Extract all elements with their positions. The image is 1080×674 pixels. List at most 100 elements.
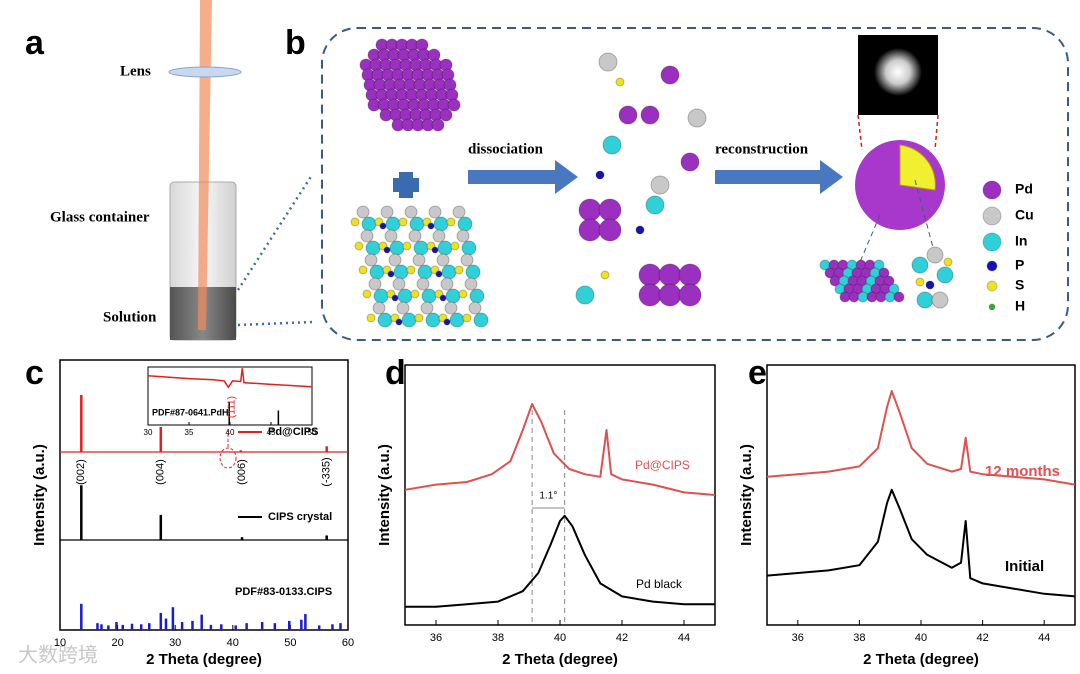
atom: [440, 277, 454, 291]
inset-tick-label: 40: [226, 428, 235, 437]
atom: [413, 240, 429, 256]
atom: [365, 240, 381, 256]
atom: [402, 241, 412, 251]
atom: [598, 218, 622, 242]
x-tick-label: 42: [616, 632, 628, 644]
spectrum: [404, 403, 716, 496]
atom: [395, 318, 403, 326]
x-tick-label: 36: [430, 632, 442, 644]
panel-label: d: [385, 354, 406, 392]
atom: [687, 108, 707, 128]
atom: [408, 229, 422, 243]
panel-label: a: [25, 24, 45, 62]
zoom-line: [857, 114, 863, 151]
atom: [404, 205, 418, 219]
atom: [460, 253, 474, 267]
x-tick-label: 10: [54, 637, 66, 649]
step-label: reconstruction: [715, 141, 809, 157]
atom: [373, 288, 389, 304]
atom: [428, 205, 442, 219]
atom: [380, 205, 394, 219]
legend-swatch: [982, 206, 1002, 226]
atom: [444, 301, 458, 315]
step-label: dissociation: [468, 141, 544, 157]
atom: [421, 288, 437, 304]
atom: [377, 312, 393, 328]
atom: [362, 289, 372, 299]
atom: [456, 229, 470, 243]
atom: [392, 277, 406, 291]
pointer: [237, 320, 313, 327]
atom: [389, 240, 405, 256]
x-tick-label: 40: [554, 632, 566, 644]
atom: [420, 301, 434, 315]
label: Glass container: [50, 209, 150, 225]
atom: [911, 256, 929, 274]
atom: [425, 312, 441, 328]
x-tick-label: 44: [1038, 632, 1050, 644]
atom: [450, 241, 460, 251]
atom: [454, 265, 464, 275]
atom: [618, 105, 638, 125]
legend-label: H: [1015, 298, 1025, 314]
legend-label: In: [1015, 233, 1027, 249]
atom: [397, 288, 413, 304]
atom: [439, 294, 447, 302]
atom: [387, 270, 395, 278]
inset-tick-label: 45: [267, 428, 276, 437]
plot-frame: [766, 364, 1076, 626]
atom: [936, 266, 954, 284]
series-label: Pd@CIPS: [635, 458, 690, 472]
atom: [638, 263, 662, 287]
atom: [446, 217, 456, 227]
x-tick-label: 36: [792, 632, 804, 644]
atom: [379, 222, 387, 230]
peak-label: (006): [236, 459, 248, 485]
particle-image: [874, 48, 922, 96]
inset-tick-label: 35: [185, 428, 194, 437]
x-tick-label: 42: [976, 632, 988, 644]
x-tick-label: 38: [492, 632, 504, 644]
atom: [427, 222, 435, 230]
atom: [414, 313, 424, 323]
atom: [575, 285, 595, 305]
y-axis-title: Intensity (a.u.): [376, 444, 393, 546]
atom: [435, 270, 443, 278]
atom: [439, 108, 453, 122]
atom: [417, 264, 433, 280]
atom: [578, 218, 602, 242]
label: Solution: [103, 309, 157, 325]
atom: [598, 52, 618, 72]
scheme-frame: [321, 27, 1069, 341]
atom: [943, 257, 953, 267]
inset-curve: [147, 368, 313, 389]
atom: [412, 253, 426, 267]
atom: [578, 198, 602, 222]
y-axis-title: Intensity (a.u.): [31, 444, 48, 546]
atom: [926, 246, 944, 264]
atom: [391, 294, 399, 302]
atom: [658, 283, 682, 307]
legend-swatch: [986, 260, 998, 272]
atom: [372, 301, 386, 315]
legend-swatch: [988, 303, 996, 311]
panel-label: e: [748, 354, 767, 392]
legend-label: S: [1015, 277, 1024, 293]
series-label: Pd@CIPS: [268, 426, 318, 438]
atom: [398, 217, 408, 227]
atom: [356, 205, 370, 219]
legend-label: Cu: [1015, 207, 1034, 223]
atom: [393, 264, 409, 280]
plus: [393, 178, 419, 192]
highlight: [219, 447, 237, 469]
atom: [473, 312, 489, 328]
legend-swatch: [982, 232, 1002, 252]
atom: [660, 65, 680, 85]
atom: [602, 135, 622, 155]
atom: [443, 318, 451, 326]
atom: [925, 280, 935, 290]
atom: [441, 264, 457, 280]
atom: [915, 277, 925, 287]
atom: [360, 229, 374, 243]
atom: [640, 105, 660, 125]
